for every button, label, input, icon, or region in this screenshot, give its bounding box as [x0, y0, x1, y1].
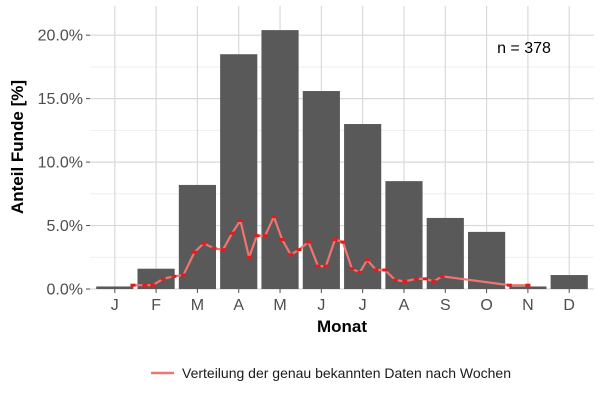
weekly-point-11	[229, 231, 235, 235]
weekly-point-33	[422, 277, 428, 281]
weekly-point-32	[413, 277, 419, 281]
weekly-point-8	[201, 241, 207, 245]
bar-12	[550, 275, 588, 289]
weekly-point-2	[142, 283, 148, 287]
weekly-point-23	[332, 238, 338, 242]
x-tick-label: M	[273, 297, 286, 314]
weekly-point-34	[431, 279, 437, 283]
y-tick-label: 10.0%	[38, 155, 83, 172]
y-tick-label: 20.0%	[38, 28, 83, 45]
weekly-point-18	[288, 253, 294, 257]
weekly-point-4	[160, 277, 166, 281]
weekly-point-26	[357, 271, 363, 275]
weekly-point-17	[279, 238, 285, 242]
weekly-point-30	[392, 278, 398, 282]
weekly-point-16	[271, 215, 277, 219]
bar-4	[220, 54, 258, 290]
weekly-point-12	[237, 218, 243, 222]
y-tick-label: 5.0%	[47, 218, 83, 235]
weekly-point-29	[382, 268, 388, 272]
y-tick-label: 0.0%	[47, 282, 83, 299]
bar-11	[509, 286, 547, 289]
x-tick-label: O	[480, 297, 492, 314]
x-tick-label: A	[399, 297, 410, 314]
weekly-point-1	[130, 283, 136, 287]
y-tick-labels: 0.0% 5.0% 10.0% 15.0% 20.0%	[38, 28, 90, 299]
weekly-point-27	[364, 258, 370, 262]
legend-label: Verteilung der genau bekannten Daten nac…	[182, 365, 511, 381]
weekly-point-36	[506, 283, 512, 287]
sample-size-annotation: n = 378	[497, 40, 551, 57]
bar-8	[385, 181, 423, 289]
x-tick-label: D	[563, 297, 575, 314]
weekly-point-6	[180, 273, 186, 277]
x-axis-title: Monat	[317, 317, 367, 336]
weekly-point-31	[402, 279, 408, 283]
weekly-point-20	[306, 240, 312, 244]
weekly-point-22	[323, 264, 329, 268]
weekly-point-14	[254, 234, 260, 238]
bar-1	[96, 286, 134, 289]
weekly-point-7	[192, 250, 198, 254]
x-tick-label: J	[359, 297, 367, 314]
x-tick-label: J	[111, 297, 119, 314]
x-tick-label: M	[191, 297, 204, 314]
weekly-point-25	[349, 267, 355, 271]
weekly-point-24	[340, 240, 346, 244]
weekly-point-35	[439, 274, 445, 278]
weekly-point-13	[246, 255, 252, 259]
weekly-point-5	[171, 274, 177, 278]
y-axis-title: Anteil Funde [%]	[8, 80, 27, 214]
weekly-point-28	[373, 268, 379, 272]
weekly-point-37	[525, 283, 531, 287]
bar-6	[302, 91, 340, 289]
x-tick-label: J	[317, 297, 325, 314]
weekly-point-10	[220, 248, 226, 252]
bar-5	[261, 30, 299, 289]
weekly-line	[130, 215, 531, 287]
weekly-point-9	[211, 246, 217, 250]
legend: Verteilung der genau bekannten Daten nac…	[151, 365, 511, 381]
weekly-point-3	[150, 283, 156, 287]
y-tick-label: 15.0%	[38, 91, 83, 108]
weekly-point-21	[315, 264, 321, 268]
x-tick-label: A	[233, 297, 244, 314]
x-tick-label: F	[151, 297, 161, 314]
weekly-point-15	[262, 234, 268, 238]
x-tick-label: S	[440, 297, 451, 314]
x-tick-label: N	[522, 297, 534, 314]
weekly-point-19	[296, 248, 302, 252]
